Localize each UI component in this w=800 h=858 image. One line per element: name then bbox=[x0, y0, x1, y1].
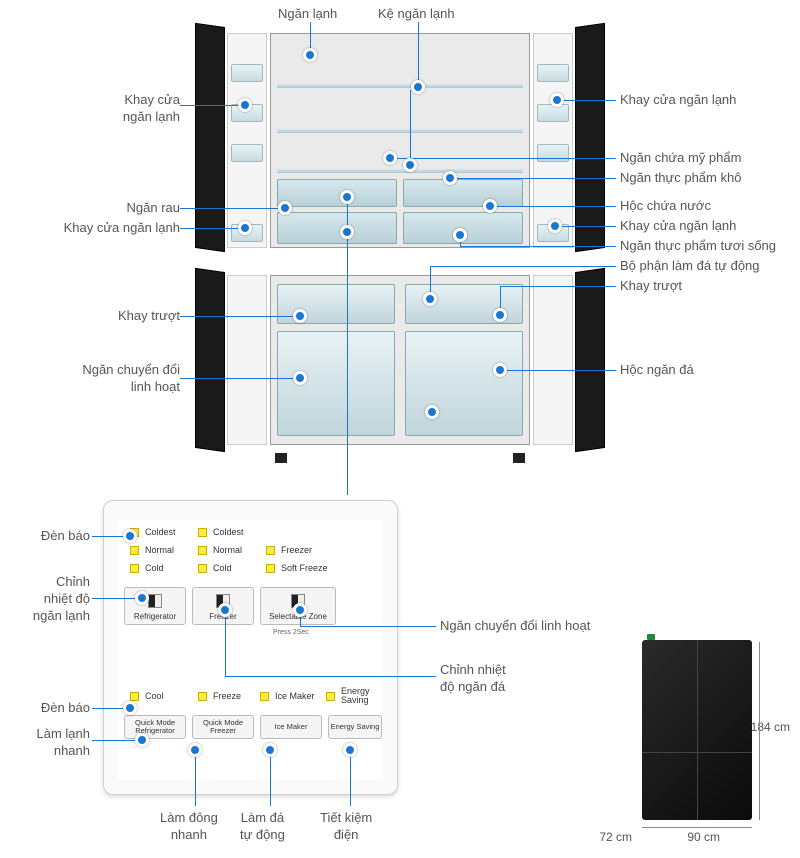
btn-refrigerator[interactable]: Refrigerator bbox=[124, 587, 186, 625]
door-inner bbox=[533, 275, 573, 445]
label: Đèn báo bbox=[41, 528, 90, 545]
label: Bộ phận làm đá tự động bbox=[620, 258, 760, 275]
door-outer bbox=[195, 268, 225, 452]
door-inner bbox=[227, 275, 267, 445]
label: Ngăn chuyển đổi linh hoạt bbox=[82, 362, 180, 396]
label: Khay trượt bbox=[620, 278, 682, 295]
label: Ngăn chuyển đổi linh hoạt bbox=[440, 618, 590, 635]
label: Hộc ngăn đá bbox=[620, 362, 694, 379]
fridge-closed bbox=[642, 640, 752, 820]
fridge-open-diagram bbox=[195, 25, 605, 455]
label: Làm đông nhanh bbox=[160, 810, 218, 844]
label: Khay cửa ngăn lạnh bbox=[620, 218, 736, 235]
label: Chỉnh nhiệt độ ngăn đá bbox=[440, 662, 506, 696]
dim-depth: 72 cm bbox=[599, 830, 632, 844]
fridge-cavity-bot bbox=[270, 275, 530, 445]
label: Ngăn thực phẩm khô bbox=[620, 170, 741, 187]
label: Khay trượt bbox=[118, 308, 180, 325]
door-inner bbox=[533, 33, 573, 248]
label: Chỉnh nhiệt độ ngăn lạnh bbox=[33, 574, 90, 625]
dim-height: 184 cm bbox=[751, 720, 790, 734]
btn-icemaker[interactable]: Ice Maker bbox=[260, 715, 322, 739]
label: Khay cửa ngăn lạnh bbox=[123, 92, 180, 126]
label: Khay cửa ngăn lạnh bbox=[64, 220, 180, 237]
btn-quick-fridge[interactable]: Quick Mode Refrigerator bbox=[124, 715, 186, 739]
door-inner bbox=[227, 33, 267, 248]
door-outer bbox=[575, 23, 605, 252]
label: Ngăn chứa mỹ phẩm bbox=[620, 150, 741, 167]
dim-width: 90 cm bbox=[687, 830, 720, 844]
door-outer bbox=[575, 268, 605, 452]
btn-quick-freezer[interactable]: Quick Mode Freezer bbox=[192, 715, 254, 739]
label: Làm đá tự động bbox=[240, 810, 285, 844]
label: Ngăn thực phẩm tươi sống bbox=[620, 238, 776, 255]
fridge-cavity-top bbox=[270, 33, 530, 248]
label-top: Kệ ngăn lạnh bbox=[378, 6, 455, 23]
label: Đèn báo bbox=[41, 700, 90, 717]
door-outer bbox=[195, 23, 225, 252]
label: Tiết kiệm điện bbox=[320, 810, 372, 844]
label-top: Ngăn lạnh bbox=[278, 6, 337, 23]
label: Khay cửa ngăn lạnh bbox=[620, 92, 736, 109]
label: Làm lạnh nhanh bbox=[37, 726, 90, 760]
label: Hộc chứa nước bbox=[620, 198, 711, 215]
label: Ngăn rau bbox=[127, 200, 180, 217]
btn-energy[interactable]: Energy Saving bbox=[328, 715, 382, 739]
